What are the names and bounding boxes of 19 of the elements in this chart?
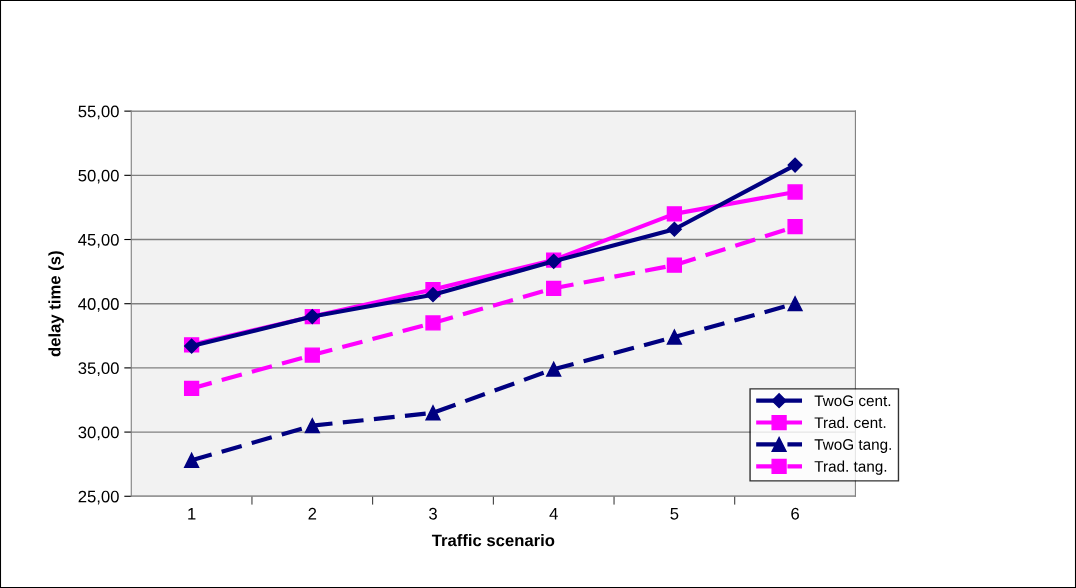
legend-label: Trad. tang. [814, 460, 887, 475]
y-tick-label: 30,00 [78, 426, 119, 441]
x-axis-title: Traffic scenario [431, 534, 555, 547]
x-tick-label: 5 [670, 508, 679, 520]
y-tick-label: 50,00 [78, 169, 119, 184]
legend-label: TwoG tang. [814, 439, 891, 453]
y-tick-label: 35,00 [78, 362, 119, 377]
legend-label: TwoG cent. [814, 395, 891, 407]
x-tick-label: 4 [549, 508, 558, 520]
legend-label: Trad. cent. [814, 416, 886, 429]
y-tick-label: 55,00 [78, 105, 119, 120]
y-tick-label: 25,00 [78, 490, 119, 505]
y-axis-title: delay time (s) [48, 251, 64, 357]
y-tick-label: 40,00 [78, 298, 119, 312]
x-tick-label: 1 [188, 508, 196, 520]
x-tick-label: 2 [308, 507, 317, 520]
x-tick-label: 6 [791, 507, 799, 520]
x-tick-label: 3 [429, 507, 437, 520]
y-tick-label: 45,00 [78, 233, 119, 248]
